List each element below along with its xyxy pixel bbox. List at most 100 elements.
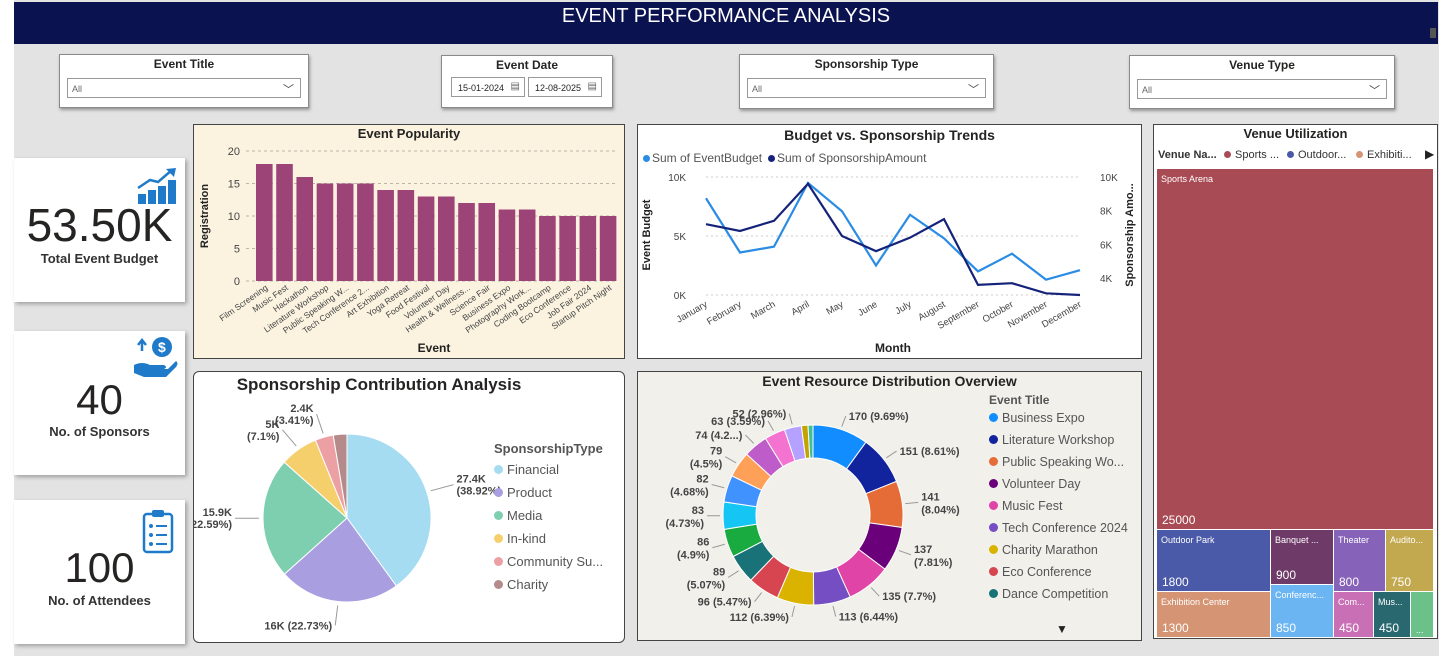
bar [498,209,516,281]
legend-label: Charity Marathon [1002,543,1098,557]
start-date-input[interactable]: 15-01-2024 ▤ [451,77,525,97]
bar [478,203,496,281]
treemap-cell[interactable]: Conferenc... 850 [1271,585,1334,638]
legend-dot [643,155,650,162]
treemap-cell[interactable]: Sports Arena 25000 [1157,169,1434,530]
legend-item-outdoor[interactable]: Outdoor... [1287,149,1346,161]
legend-label: Business Expo [1002,411,1085,425]
pie-slice [346,433,432,587]
treemap-cell[interactable]: ... [1411,592,1434,638]
kpi-label: Total Event Budget [40,251,159,266]
treemap-cell[interactable]: Audito... 750 [1386,530,1434,592]
leader-line [905,501,919,505]
legend-item[interactable]: Financial [494,462,559,477]
data-label: 141 [921,491,939,503]
dropdown-value: All [752,84,763,94]
legend-item[interactable]: Dance Competition [989,587,1108,601]
bar [559,216,576,281]
treemap-cell[interactable]: Theater 800 [1334,530,1386,592]
legend-item[interactable]: Media [494,508,542,523]
resource-distribution-panel: Event Resource Distribution Overview 170… [637,371,1142,641]
end-date-value: 12-08-2025 [535,83,582,93]
cell-value: 1800 [1162,575,1189,589]
bar [579,216,597,281]
data-label: 82 [696,473,708,485]
leader-line [282,429,297,447]
event-date-slicer: Event Date 15-01-2024 ▤ 12-08-2025 ▤ [441,55,613,108]
data-label: (3.41%) [275,415,314,427]
leader-line [788,413,793,425]
legend-label: Sum of SponsorshipAmount [777,151,927,165]
chevron-down-icon: ﹀ [283,84,294,96]
treemap-cell[interactable]: Banquet ... 900 [1271,530,1334,585]
legend-item[interactable]: Public Speaking Wo... [989,455,1124,469]
legend-item[interactable]: Product [494,485,552,500]
cell-value: 450 [1379,621,1400,635]
growth-chart-icon [137,168,176,204]
treemap-cell[interactable]: Com... 450 [1334,592,1374,638]
legend-item[interactable]: Charity Marathon [989,543,1098,557]
slicer-title: Venue Type [1229,58,1295,72]
y-tick-label: 5K [674,232,687,243]
legend-item[interactable]: In-kind [494,531,546,546]
x-tick-label: February [705,299,744,328]
legend-item[interactable]: Charity [494,577,548,592]
legend-dot [989,523,998,532]
scroll-down-arrow-icon[interactable]: ▼ [1056,622,1068,636]
bar [438,196,455,281]
clipboard-icon [142,510,174,554]
bar [458,203,475,281]
treemap-cell[interactable]: Exhibition Center 1300 [1157,592,1271,638]
chart-title: Event Popularity [357,126,461,141]
legend-label: Community Su... [507,554,604,569]
calendar-icon[interactable]: ▤ [587,81,597,92]
legend-label: Financial [507,462,560,477]
event-title-dropdown[interactable]: All ﹀ [67,78,301,98]
sponsorship-contribution-panel: Sponsorship Contribution Analysis 27.4K(… [193,371,625,643]
kpi-value: 53.50K [26,199,173,251]
legend-title: SponsorshipType [494,441,603,456]
data-label: (5.07%) [687,579,726,591]
kpi-card-attendees: 100 No. of Attendees [14,500,185,644]
leader-line [711,483,725,489]
legend-item[interactable]: Literature Workshop [989,433,1114,447]
legend-budget[interactable]: Sum of EventBudget [643,151,762,165]
cell-label: Outdoor Park [1161,535,1215,545]
data-label: (4.5%) [690,459,723,471]
leader-line [334,605,339,626]
end-date-input[interactable]: 12-08-2025 ▤ [528,77,602,97]
y-tick-label: 5 [234,244,240,256]
data-label: 63 (3.59%) [711,416,765,428]
cell-value: 1300 [1162,621,1189,635]
legend-dot [989,589,998,598]
data-label: 16K (22.73%) [264,620,332,632]
legend-item[interactable]: Business Expo [989,411,1085,425]
legend-item-sports[interactable]: Sports ... [1224,149,1279,161]
legend-item[interactable]: Community Su... [494,554,603,569]
chart-title: Event Resource Distribution Overview [762,373,1017,389]
treemap-cell[interactable]: Mus... 450 [1374,592,1411,638]
legend-sponsorship[interactable]: Sum of SponsorshipAmount [768,151,926,165]
legend-next-arrow-icon[interactable]: ▶ [1425,147,1435,161]
svg-text:$: $ [158,339,166,355]
calendar-icon[interactable]: ▤ [510,81,520,92]
cell-value: 25000 [1162,513,1196,527]
sponsorship-type-dropdown[interactable]: All ﹀ [747,78,986,98]
series-line [705,181,1081,297]
x-tick-label: April [790,299,812,318]
legend-item-exhibition[interactable]: Exhibiti... [1356,149,1412,161]
venue-type-dropdown[interactable]: All ﹀ [1137,79,1387,99]
leader-line [832,605,837,617]
treemap-cell[interactable]: Outdoor Park 1800 [1157,530,1271,592]
legend-label: Music Fest [1002,499,1063,513]
legend-item[interactable]: Eco Conference [989,565,1092,579]
event-title-slicer: Event Title All ﹀ [59,54,309,108]
cell-label: Sports Arena [1161,174,1214,184]
data-label: (22.59%) [194,519,232,531]
scroll-handle[interactable] [1430,28,1436,38]
legend-item[interactable]: Music Fest [989,499,1062,513]
legend-item[interactable]: Volunteer Day [989,477,1081,491]
leader-line [791,606,796,618]
legend-item[interactable]: Tech Conference 2024 [989,521,1128,535]
legend-dot [494,488,503,497]
